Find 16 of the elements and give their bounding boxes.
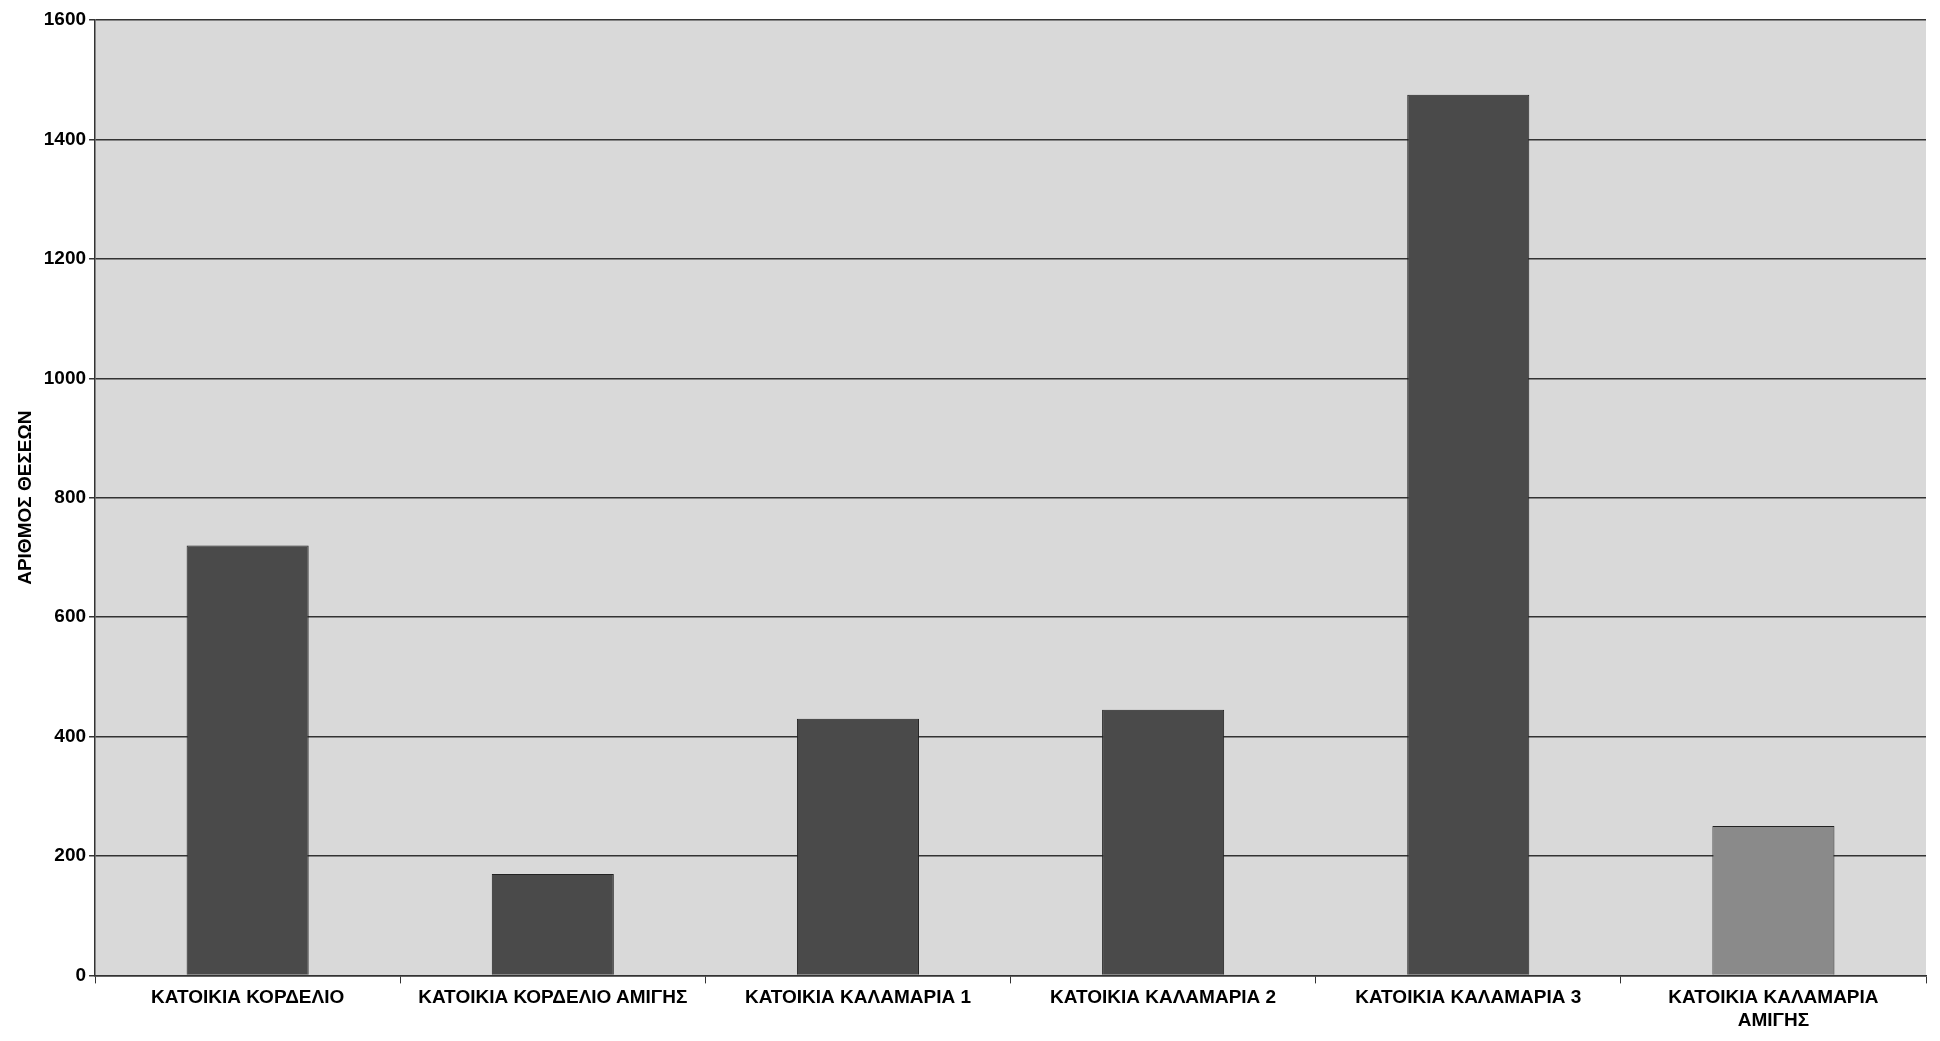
y-tick-label: 0 [75,963,87,985]
y-tick-label: 1200 [43,247,87,269]
x-tick-label: ΚΑΤΟΙΚΙΑ ΚΑΛΑΜΑΡΙΑ 2 [1050,986,1277,1008]
x-tick-label: ΚΑΤΟΙΚΙΑ ΚΟΡΔΕΛΙΟ ΑΜΙΓΗΣ [418,986,688,1008]
y-tick-label: 1600 [43,8,87,30]
y-tick-label: 600 [54,605,87,627]
y-tick-label: 200 [54,844,87,866]
y-tick-label: 400 [54,724,87,746]
x-tick-label: ΚΑΤΟΙΚΙΑ ΚΑΛΑΜΑΡΙΑ ΑΜΙΓΗΣ [1668,986,1879,1030]
y-tick-label: 1000 [43,366,87,388]
y-axis-title: ΑΡΙΘΜΟΣ ΘΕΣΕΩΝ [13,410,35,585]
x-tick-label: ΚΑΤΟΙΚΙΑ ΚΑΛΑΜΑΡΙΑ 3 [1355,986,1582,1008]
x-tick-label: ΚΑΤΟΙΚΙΑ ΚΟΡΔΕΛΙΟ [151,986,345,1008]
x-tick-label: ΚΑΤΟΙΚΙΑ ΚΑΛΑΜΑΡΙΑ 1 [744,986,972,1008]
y-tick-label: 800 [54,485,87,507]
y-tick-label: 1400 [43,127,87,149]
